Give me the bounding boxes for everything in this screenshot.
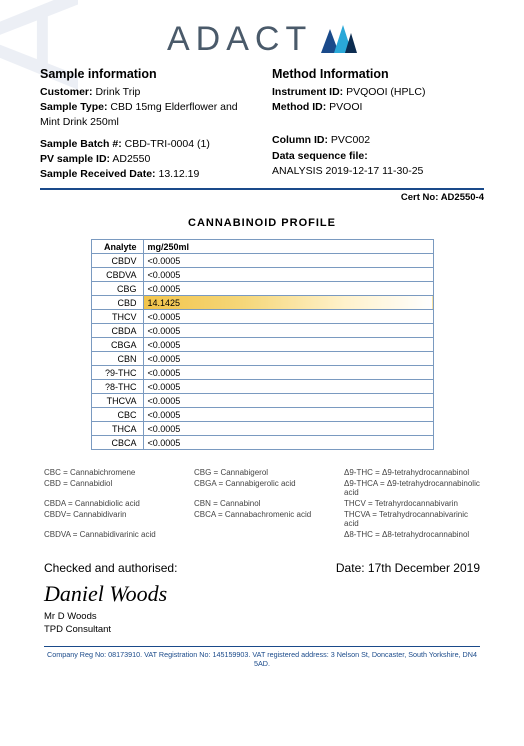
value-cell: <0.0005 — [143, 408, 433, 422]
logo-mark-icon — [321, 23, 357, 56]
method-info-title: Method Information — [272, 67, 484, 81]
analyte-cell: THCVA — [91, 394, 143, 408]
sample-type-label: Sample Type: — [40, 101, 108, 113]
legend: CBC = Cannabichromene CBG = Cannabigerol Δ… — [44, 468, 480, 539]
legend-item: CBG = Cannabigerol — [194, 468, 330, 477]
table-row: THCVA<0.0005 — [91, 394, 433, 408]
method-info: Method Information Instrument ID: PVQOOI… — [272, 67, 484, 182]
analyte-cell: CBN — [91, 352, 143, 366]
instrument-value: PVQOOI (HPLC) — [346, 86, 425, 98]
method-id-value: PVOOI — [329, 101, 362, 113]
legend-item: CBGA = Cannabigerolic acid — [194, 479, 330, 497]
signer-name: Mr D Woods — [44, 611, 484, 623]
profile-title: CANNABINOID PROFILE — [40, 217, 484, 229]
table-row: CBGA<0.0005 — [91, 338, 433, 352]
legend-item: CBDV= Cannabidivarin — [44, 510, 180, 528]
analyte-cell: CBDV — [91, 254, 143, 268]
table-row: CBDV<0.0005 — [91, 254, 433, 268]
table-row: CBDA<0.0005 — [91, 324, 433, 338]
analyte-cell: CBDA — [91, 324, 143, 338]
analyte-cell: CBD — [91, 296, 143, 310]
pv-value: AD2550 — [112, 153, 150, 165]
logo-text: ADACT — [167, 20, 312, 59]
analyte-cell: CBG — [91, 282, 143, 296]
date: Date: 17th December 2019 — [336, 561, 480, 575]
value-cell: 14.1425 — [143, 296, 433, 310]
instrument-label: Instrument ID: — [272, 86, 343, 98]
analyte-cell: CBC — [91, 408, 143, 422]
table-row: ?8-THC<0.0005 — [91, 380, 433, 394]
legend-item: Δ9-THCA = Δ9-tetrahydrocannabinolic acid — [344, 479, 480, 497]
value-cell: <0.0005 — [143, 282, 433, 296]
cert-label: Cert No: — [401, 192, 438, 203]
value-cell: <0.0005 — [143, 352, 433, 366]
cert-line: Cert No: AD2550-4 — [40, 188, 484, 203]
recv-value: 13.12.19 — [158, 168, 199, 180]
batch-label: Sample Batch #: — [40, 138, 122, 150]
analyte-cell: ?8-THC — [91, 380, 143, 394]
value-cell: <0.0005 — [143, 338, 433, 352]
customer-label: Customer: — [40, 86, 93, 98]
analyte-cell: THCA — [91, 422, 143, 436]
value-cell: <0.0005 — [143, 422, 433, 436]
table-row: CBDVA<0.0005 — [91, 268, 433, 282]
table-row: CBN<0.0005 — [91, 352, 433, 366]
signoff-row: Checked and authorised: Date: 17th Decem… — [44, 561, 480, 575]
legend-item: THCVA = Tetrahydrocannabivarinic acid — [344, 510, 480, 528]
analyte-cell: ?9-THC — [91, 366, 143, 380]
value-cell: <0.0005 — [143, 366, 433, 380]
analyte-cell: CBGA — [91, 338, 143, 352]
col-analyte: Analyte — [91, 240, 143, 254]
customer-value: Drink Trip — [95, 86, 140, 98]
sample-info: Sample information Customer: Drink Trip … — [40, 67, 252, 182]
seq-value: ANALYSIS 2019-12-17 11-30-25 — [272, 165, 423, 177]
footer: Company Reg No: 08173910. VAT Registrati… — [44, 646, 480, 668]
seq-label: Data sequence file: — [272, 150, 368, 162]
table-row: ?9-THC<0.0005 — [91, 366, 433, 380]
analyte-cell: CBDVA — [91, 268, 143, 282]
cert-value: AD2550-4 — [441, 192, 484, 203]
profile-table: Analyte mg/250ml CBDV<0.0005CBDVA<0.0005… — [91, 239, 434, 450]
analyte-cell: CBCA — [91, 436, 143, 450]
analyte-cell: THCV — [91, 310, 143, 324]
value-cell: <0.0005 — [143, 394, 433, 408]
pv-label: PV sample ID: — [40, 153, 110, 165]
value-cell: <0.0005 — [143, 268, 433, 282]
table-row: CBC<0.0005 — [91, 408, 433, 422]
value-cell: <0.0005 — [143, 324, 433, 338]
signature: Daniel Woods — [44, 581, 484, 607]
legend-item: CBN = Cannabinol — [194, 499, 330, 508]
value-cell: <0.0005 — [143, 310, 433, 324]
legend-item: CBDVA = Cannabidivarinic acid — [44, 530, 180, 539]
legend-item: THCV = Tetrahyrdocannabivarin — [344, 499, 480, 508]
legend-item: CBC = Cannabichromene — [44, 468, 180, 477]
logo: ADACT — [40, 20, 484, 59]
table-row: CBCA<0.0005 — [91, 436, 433, 450]
value-cell: <0.0005 — [143, 436, 433, 450]
value-cell: <0.0005 — [143, 380, 433, 394]
column-id-value: PVC002 — [331, 134, 370, 146]
legend-item — [194, 530, 330, 539]
table-row: CBG<0.0005 — [91, 282, 433, 296]
signer-role: TPD Consultant — [44, 624, 484, 636]
sample-info-title: Sample information — [40, 67, 252, 81]
method-id-label: Method ID: — [272, 101, 326, 113]
checked-label: Checked and authorised: — [44, 561, 177, 575]
col-value: mg/250ml — [143, 240, 433, 254]
legend-item: CBDA = Cannabidiolic acid — [44, 499, 180, 508]
value-cell: <0.0005 — [143, 254, 433, 268]
table-row: CBD14.1425 — [91, 296, 433, 310]
legend-item: CBCA = Cannabachromenic acid — [194, 510, 330, 528]
column-id-label: Column ID: — [272, 134, 328, 146]
table-row: THCV<0.0005 — [91, 310, 433, 324]
page: ADACT Sample information Customer: Drink… — [0, 0, 524, 678]
legend-item: CBD = Cannabidiol — [44, 479, 180, 497]
batch-value: CBD-TRI-0004 (1) — [125, 138, 210, 150]
info-columns: Sample information Customer: Drink Trip … — [40, 67, 484, 182]
legend-item: Δ9-THC = Δ9-tetrahydrocannabinol — [344, 468, 480, 477]
table-row: THCA<0.0005 — [91, 422, 433, 436]
legend-item: Δ8-THC = Δ8-tetrahydrocannabinol — [344, 530, 480, 539]
recv-label: Sample Received Date: — [40, 168, 156, 180]
